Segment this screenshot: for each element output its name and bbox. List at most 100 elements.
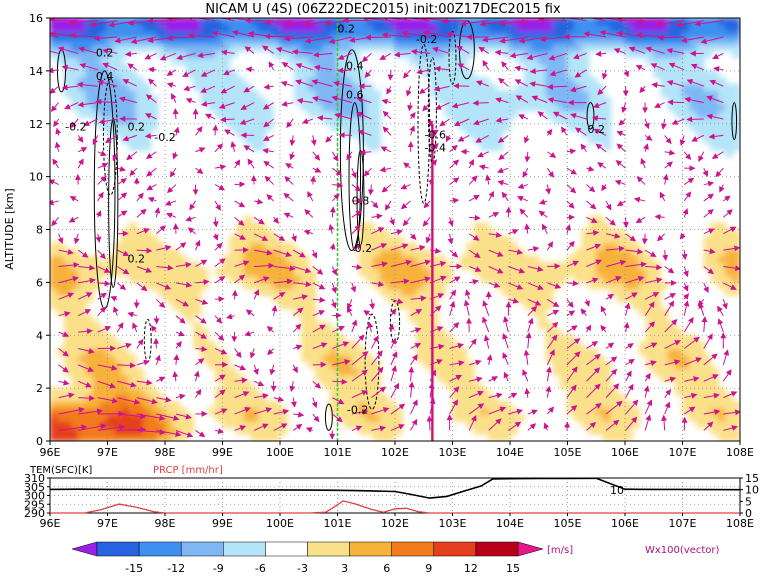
field-cell [244, 24, 252, 32]
field-cell [136, 44, 144, 52]
field-cell [596, 394, 604, 402]
field-cell [423, 341, 431, 349]
field-cell [229, 24, 237, 32]
field-cell [172, 255, 180, 263]
field-cell [538, 302, 546, 310]
field-cell [711, 249, 719, 257]
field-cell [251, 90, 259, 98]
field-cell [596, 262, 604, 270]
field-cell [258, 414, 266, 422]
field-cell [711, 31, 719, 39]
field-cell [696, 110, 704, 118]
field-cell [200, 57, 208, 65]
field-cell [653, 262, 661, 270]
field-cell [531, 44, 539, 52]
field-cell [560, 368, 568, 376]
field-cell [157, 401, 165, 409]
field-cell [653, 348, 661, 356]
wind-vector [366, 37, 391, 38]
field-cell [589, 414, 597, 422]
field-cell [625, 236, 633, 244]
field-cell [308, 295, 316, 303]
field-cell [416, 302, 424, 310]
surface-contour-label: 10 [610, 484, 624, 497]
field-cell [251, 421, 259, 429]
field-cell [639, 262, 647, 270]
field-cell [474, 130, 482, 138]
field-cell [725, 414, 733, 422]
field-cell [229, 394, 237, 402]
field-cell [696, 44, 704, 52]
field-cell [186, 308, 194, 316]
field-cell [323, 70, 331, 78]
field-cell [373, 97, 381, 105]
field-cell [294, 57, 302, 65]
surface-x-tick-label: 101E [324, 517, 352, 530]
field-cell [129, 90, 137, 98]
field-cell [402, 302, 410, 310]
contour-label: 0.8 [352, 194, 370, 207]
field-cell [423, 348, 431, 356]
field-cell [366, 103, 374, 111]
field-cell [718, 236, 726, 244]
field-cell [78, 262, 86, 270]
field-cell [129, 103, 137, 111]
field-cell [186, 44, 194, 52]
field-cell [675, 90, 683, 98]
field-cell [64, 421, 72, 429]
field-cell [100, 341, 108, 349]
field-cell [416, 335, 424, 343]
field-cell [452, 368, 460, 376]
field-cell [660, 57, 668, 65]
field-cell [366, 374, 374, 382]
field-cell [222, 44, 230, 52]
field-cell [660, 70, 668, 78]
field-cell [186, 295, 194, 303]
field-cell [466, 103, 474, 111]
right-tick-label: 10 [745, 484, 759, 497]
field-cell [553, 328, 561, 336]
x-tick-label: 108E [726, 446, 754, 459]
field-cell [423, 302, 431, 310]
field-cell [64, 348, 72, 356]
field-cell [244, 282, 252, 290]
field-cell [711, 84, 719, 92]
field-cell [445, 374, 453, 382]
field-cell [366, 421, 374, 429]
field-cell [78, 302, 86, 310]
field-cell [531, 103, 539, 111]
field-cell [567, 24, 575, 32]
field-cell [488, 110, 496, 118]
field-cell [172, 275, 180, 283]
field-cell [574, 275, 582, 283]
field-cell [581, 421, 589, 429]
field-cell [603, 222, 611, 230]
field-cell [689, 368, 697, 376]
field-cell [114, 44, 122, 52]
field-cell [481, 242, 489, 250]
field-cell [531, 308, 539, 316]
field-cell [646, 335, 654, 343]
field-cell [315, 84, 323, 92]
field-cell [236, 123, 244, 131]
field-cell [488, 97, 496, 105]
field-cell [711, 414, 719, 422]
field-cell [351, 37, 359, 45]
field-cell [718, 394, 726, 402]
field-cell [93, 328, 101, 336]
field-cell [308, 44, 316, 52]
field-cell [366, 222, 374, 230]
field-cell [136, 368, 144, 376]
field-cell [725, 255, 733, 263]
field-cell [107, 434, 115, 442]
contour-label: 0.2 [588, 123, 606, 136]
field-cell [682, 44, 690, 52]
field-cell [193, 37, 201, 45]
field-cell [57, 242, 65, 250]
field-cell [143, 84, 151, 92]
field-cell [157, 269, 165, 277]
field-cell [510, 103, 518, 111]
surface-x-tick-label: 105E [554, 517, 582, 530]
field-cell [675, 348, 683, 356]
